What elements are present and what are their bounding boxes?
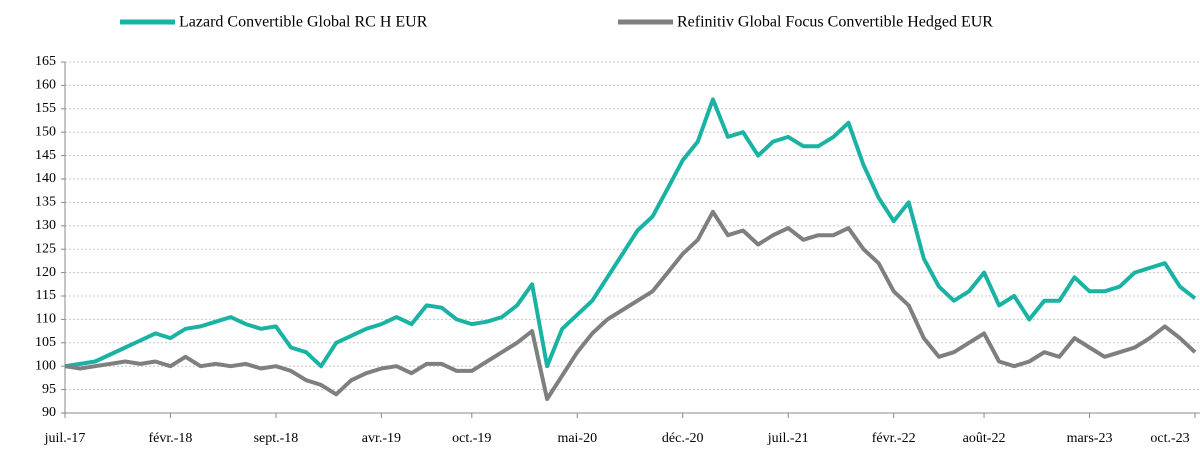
legend: Lazard Convertible Global RC H EUR Refini… [120, 14, 993, 31]
y-tick-label: 155 [35, 101, 56, 116]
legend-label: Lazard Convertible Global RC H EUR [179, 14, 428, 31]
y-tick-label: 160 [35, 78, 56, 93]
y-tick-label: 95 [42, 382, 56, 397]
y-tick-label: 130 [35, 218, 56, 233]
y-tick-label: 90 [42, 405, 56, 420]
x-tick-label: juil.-17 [44, 431, 86, 446]
y-tick-label: 125 [35, 241, 56, 256]
y-tick-label: 115 [36, 288, 56, 303]
series-line [64, 209, 1197, 401]
x-tick-label: févr.-22 [872, 431, 916, 446]
y-tick-label: 100 [35, 358, 56, 373]
y-tick-label: 135 [35, 195, 56, 210]
x-tick-label: oct.-19 [452, 431, 491, 446]
x-tick-label: mars-23 [1067, 431, 1113, 446]
y-tick-label: 105 [35, 335, 56, 350]
x-tick-label: sept.-18 [254, 431, 299, 446]
x-tick-label: mai-20 [557, 431, 597, 446]
y-tick-label: 110 [36, 312, 56, 327]
series-line [64, 97, 1197, 369]
y-tick-label: 120 [35, 265, 56, 280]
y-tick-label: 140 [35, 171, 56, 186]
x-tick-label: juil.-21 [767, 431, 809, 446]
x-tick-label: avr.-19 [362, 431, 401, 446]
y-tick-label: 165 [35, 54, 56, 69]
x-tick-label: oct.-23 [1150, 431, 1189, 446]
x-tick-label: déc.-20 [662, 431, 704, 446]
x-tick-label: août-22 [963, 431, 1006, 446]
y-tick-label: 150 [35, 124, 56, 139]
legend-label: Refinitiv Global Focus Convertible Hedge… [677, 14, 993, 31]
x-tick-label: févr.-18 [148, 431, 192, 446]
y-tick-label: 145 [35, 148, 56, 163]
